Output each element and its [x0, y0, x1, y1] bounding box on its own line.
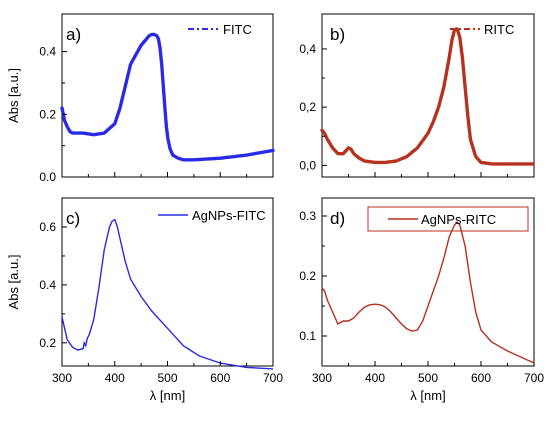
- y-tick-label: 0.2: [39, 336, 56, 350]
- x-axis-label: λ [nm]: [410, 388, 445, 403]
- panel-label: d): [330, 209, 345, 228]
- y-axis-label: Abs [a.u.]: [6, 68, 21, 123]
- legend-box: [367, 206, 529, 232]
- x-tick-label: 400: [105, 371, 125, 385]
- y-ticks: 0.2 0.4 0.6: [39, 220, 67, 350]
- plot-frame: [61, 13, 274, 178]
- y-tick-label: 0,2: [299, 100, 316, 114]
- x-tick-label: 500: [418, 371, 438, 385]
- legend-label: RITC: [484, 22, 514, 37]
- x-axis-label: λ [nm]: [150, 388, 185, 403]
- y-ticks: 0,0 0,2 0,4: [299, 42, 327, 172]
- y-ticks: 0.1 0.2 0.3: [299, 209, 327, 343]
- y-tick-label: 0.2: [39, 107, 56, 121]
- y-tick-label: 0,4: [299, 42, 316, 56]
- legend: AgNPs-FITC: [158, 208, 266, 223]
- legend-label: AgNPs-FITC: [192, 208, 266, 223]
- y-tick-label: 0,0: [299, 158, 316, 172]
- panel-label: c): [66, 209, 80, 228]
- x-ticks: [321, 172, 535, 177]
- panel-d: 0.10.20.3 300 400 500 600 700 d) AgNPs-RITC …: [299, 197, 544, 403]
- y-ticks: 0.0 0.2 0.4: [39, 45, 67, 184]
- x-tick-label: 600: [471, 371, 491, 385]
- x-ticks: [61, 172, 274, 177]
- x-tick-label: 300: [52, 371, 72, 385]
- legend-label: AgNPs-RITC: [421, 212, 496, 227]
- x-ticks: 300 400 500 600 700: [52, 361, 283, 385]
- x-tick-label: 700: [524, 371, 544, 385]
- y-tick-label: 0.4: [39, 45, 56, 59]
- y-tick-label: 0.1: [299, 329, 316, 343]
- series-ritc: [320, 26, 536, 166]
- series-agnps-fitc: [61, 218, 274, 370]
- x-tick-label: 300: [312, 371, 332, 385]
- x-tick-label: 500: [157, 371, 177, 385]
- x-tick-label: 400: [365, 371, 385, 385]
- panel-a: 0.0 0.2 0.4 a) FITC Abs [a.u.]: [6, 13, 275, 184]
- legend: FITC: [188, 22, 252, 37]
- series-fitc: [60, 32, 275, 162]
- x-tick-label: 700: [263, 371, 283, 385]
- legend: RITC: [450, 22, 514, 37]
- y-tick-label: 0.4: [39, 278, 56, 292]
- plot-frame: [61, 197, 274, 367]
- y-tick-label: 0.2: [299, 269, 316, 283]
- y-tick-label: 0.6: [39, 220, 56, 234]
- legend-label: FITC: [223, 22, 252, 37]
- y-tick-label: 0.0: [39, 170, 56, 184]
- x-ticks: 300 400 500 600 700: [312, 361, 544, 385]
- x-tick-label: 600: [210, 371, 230, 385]
- series-agnps-ritc: [321, 220, 535, 364]
- y-tick-label: 0.3: [299, 209, 316, 223]
- legend: AgNPs-RITC: [367, 206, 529, 232]
- panel-label: a): [66, 25, 81, 44]
- y-axis-label: Abs [a.u.]: [6, 255, 21, 310]
- panel-b: 0,0 0,2 0,4 b) RITC: [299, 13, 536, 178]
- panel-label: b): [330, 25, 345, 44]
- panel-c: 0.20.40.6 300 400 500 600 700 c) AgNPs-FITC …: [6, 197, 283, 403]
